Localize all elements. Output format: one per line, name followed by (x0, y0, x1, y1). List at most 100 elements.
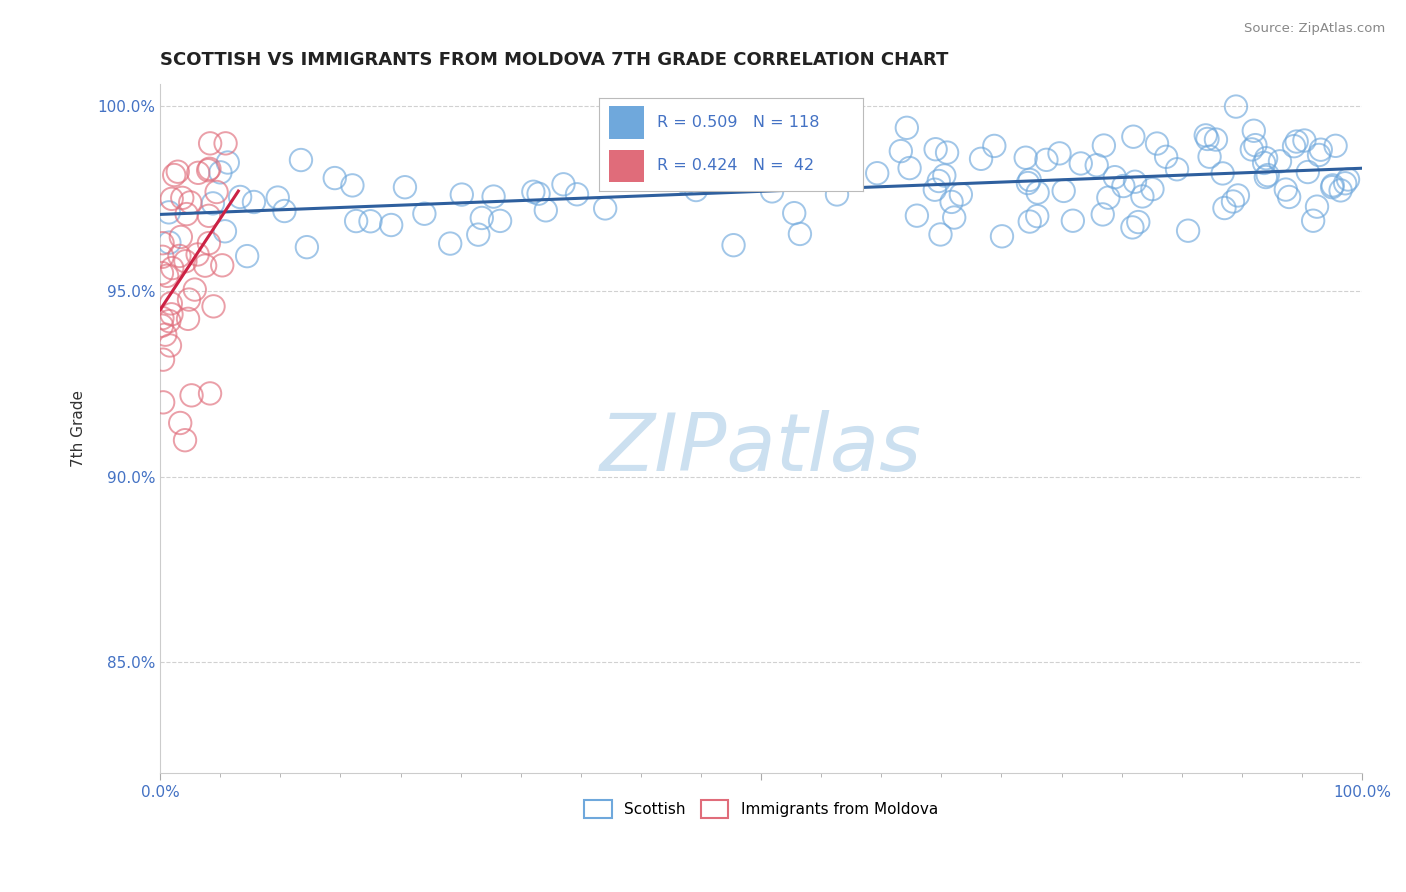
Point (685, 183, 707, 197)
Point (413, 207, 436, 221)
Point (1015, 151, 1038, 165)
Point (1240, 142, 1263, 156)
Point (150, 266, 173, 280)
Point (489, 214, 512, 228)
Point (929, 227, 952, 242)
Point (1146, 136, 1168, 151)
Point (169, 249, 191, 263)
Point (866, 166, 889, 180)
Point (1053, 184, 1076, 198)
Point (176, 207, 198, 221)
Point (172, 191, 194, 205)
Point (160, 192, 183, 206)
Point (783, 206, 806, 220)
Point (450, 187, 472, 202)
Point (905, 209, 928, 223)
Point (439, 236, 461, 251)
Point (1130, 189, 1153, 203)
Point (1026, 186, 1049, 200)
Point (1329, 183, 1351, 197)
Point (898, 161, 921, 175)
Text: Source: ZipAtlas.com: Source: ZipAtlas.com (1244, 22, 1385, 36)
Point (675, 175, 697, 189)
Point (949, 187, 972, 202)
Point (593, 202, 616, 216)
Point (1302, 213, 1324, 227)
Point (179, 195, 201, 210)
Point (924, 142, 946, 156)
Point (1205, 132, 1227, 146)
Point (1177, 224, 1199, 238)
Point (198, 236, 221, 251)
Point (1222, 194, 1244, 209)
Point (1018, 173, 1040, 187)
Point (1166, 162, 1188, 177)
Point (1070, 156, 1092, 170)
Point (1112, 179, 1135, 194)
Point (723, 238, 745, 252)
Point (152, 311, 174, 326)
Point (631, 160, 654, 174)
Point (924, 183, 946, 197)
Point (198, 136, 221, 151)
Point (1308, 148, 1330, 162)
Point (991, 229, 1014, 244)
Point (983, 139, 1005, 153)
Point (177, 293, 200, 307)
Point (1309, 143, 1331, 157)
Point (565, 187, 588, 202)
Point (467, 227, 489, 242)
Point (197, 163, 219, 178)
Point (1104, 170, 1126, 185)
Point (360, 214, 382, 228)
Point (160, 307, 183, 321)
Point (323, 171, 346, 186)
Point (187, 247, 209, 261)
Point (170, 230, 193, 244)
Point (155, 327, 177, 342)
Point (236, 249, 259, 263)
Point (934, 169, 956, 183)
Point (273, 204, 295, 219)
Point (211, 258, 233, 272)
Y-axis label: 7th Grade: 7th Grade (72, 390, 86, 467)
Point (1324, 138, 1347, 153)
Point (928, 174, 950, 188)
Point (751, 132, 773, 146)
Point (970, 152, 993, 166)
Point (152, 250, 174, 264)
Point (1244, 138, 1267, 153)
Point (1097, 191, 1119, 205)
Point (1243, 124, 1265, 138)
Point (1017, 176, 1039, 190)
Point (1226, 188, 1249, 202)
Point (1225, 99, 1247, 113)
Point (214, 224, 236, 238)
Point (157, 314, 180, 328)
Point (205, 185, 228, 199)
Point (1253, 156, 1275, 170)
Point (1121, 220, 1143, 235)
Point (1018, 214, 1040, 228)
Point (943, 211, 966, 225)
Point (1091, 207, 1114, 221)
Point (169, 416, 191, 430)
Point (174, 434, 197, 448)
Point (217, 155, 239, 169)
Point (1275, 183, 1298, 197)
Point (1062, 213, 1084, 227)
Point (1213, 201, 1236, 215)
Point (150, 318, 173, 333)
Point (184, 283, 207, 297)
Point (1123, 175, 1146, 189)
Point (761, 185, 783, 199)
Point (936, 145, 959, 160)
Point (1254, 151, 1277, 165)
Point (1092, 138, 1115, 153)
Point (157, 205, 180, 219)
Point (789, 227, 811, 241)
Point (290, 153, 312, 167)
Point (1212, 166, 1234, 180)
Point (1320, 180, 1343, 194)
Point (201, 196, 224, 211)
